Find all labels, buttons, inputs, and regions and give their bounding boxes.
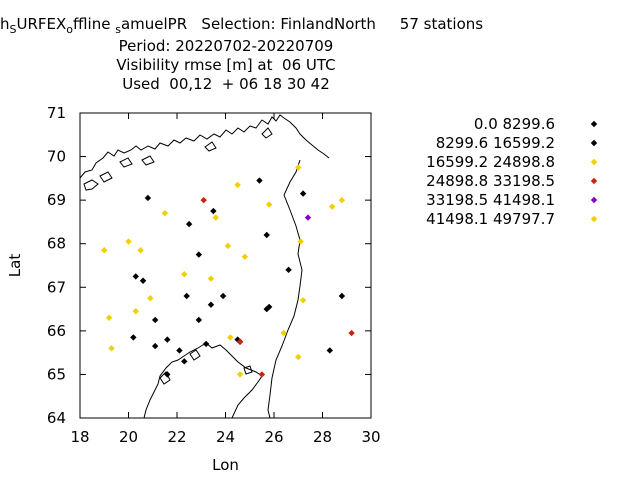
data-point	[295, 164, 302, 171]
data-point	[202, 340, 210, 348]
data-point	[326, 347, 333, 354]
data-point	[299, 297, 307, 304]
data-point	[299, 190, 307, 197]
legend-marker	[590, 139, 598, 147]
data-point	[101, 247, 108, 254]
y-tick-label: 65	[47, 365, 66, 383]
data-point	[176, 347, 183, 354]
data-point	[181, 358, 188, 365]
data-point	[108, 345, 115, 352]
y-tick-label: 68	[47, 235, 66, 253]
legend-label: 24898.8 33198.5	[426, 172, 555, 190]
x-tick-label: 30	[361, 428, 380, 446]
data-point	[338, 196, 346, 204]
legend-marker	[590, 120, 598, 128]
data-point	[236, 371, 244, 378]
legend-label: 0.0 8299.6	[474, 115, 555, 133]
data-point	[241, 253, 249, 260]
data-point	[285, 266, 292, 274]
y-tick-label: 70	[47, 148, 66, 166]
chart-title-line-2: Period: 20220702-20220709	[118, 37, 334, 55]
x-axis-label: Lon	[212, 456, 239, 474]
x-tick-label: 18	[70, 428, 89, 446]
x-tick-label: 28	[313, 428, 332, 446]
data-point	[280, 329, 287, 337]
legend-marker	[590, 158, 598, 166]
chart-title-line-3: Visibility rmse [m] at 06 UTC	[116, 56, 336, 74]
data-point	[234, 181, 241, 189]
data-point	[265, 201, 273, 208]
data-point	[263, 305, 270, 313]
data-point	[144, 194, 152, 202]
data-point	[212, 214, 219, 221]
data-point	[151, 316, 159, 324]
data-point	[183, 292, 190, 300]
data-point	[195, 316, 203, 324]
data-point	[132, 273, 139, 280]
x-tick-label: 22	[167, 428, 186, 446]
data-point	[295, 353, 302, 361]
plot-axes: 18 20 22 24 26 28 30 64 65 66 67 68 69 70 71 Lon Lat	[6, 104, 381, 474]
y-tick-label: 66	[47, 322, 66, 340]
data-point	[200, 196, 207, 204]
y-tick-label: 64	[47, 409, 66, 427]
data-point	[263, 231, 270, 239]
data-point	[164, 336, 171, 343]
data-point	[195, 251, 203, 258]
data-points	[101, 164, 355, 378]
legend-label: 41498.1 49797.7	[426, 210, 555, 228]
data-point	[132, 308, 139, 315]
data-point	[105, 314, 113, 321]
coastline-outline	[79, 114, 330, 419]
legend-marker	[590, 215, 598, 223]
data-point	[256, 177, 263, 184]
data-point	[258, 371, 266, 378]
data-point	[181, 271, 188, 278]
data-point	[227, 334, 234, 341]
data-point	[137, 247, 144, 254]
legend-label: 33198.5 41498.1	[426, 191, 555, 209]
data-point	[338, 292, 346, 300]
data-point	[210, 207, 217, 215]
y-tick-label: 67	[47, 278, 66, 296]
data-point	[297, 238, 304, 245]
y-axis-label: Lat	[6, 254, 24, 278]
legend-label: 16599.2 24898.8	[426, 153, 555, 171]
data-point	[348, 329, 355, 337]
data-point	[125, 238, 132, 245]
data-point	[304, 214, 312, 221]
data-point	[236, 338, 244, 345]
data-point	[185, 220, 193, 228]
x-tick-label: 26	[264, 428, 283, 446]
x-tick-label: 24	[216, 428, 235, 446]
data-point	[207, 275, 215, 282]
data-point	[224, 242, 232, 250]
data-point	[219, 292, 227, 300]
chart-title-line-4: Used 00,12 + 06 18 30 42	[122, 75, 330, 93]
legend-label: 8299.6 16599.2	[436, 134, 555, 152]
data-point	[161, 210, 169, 217]
chart-title-line-1: hSURFEXoffline samuelPR Selection: Finla…	[0, 15, 484, 36]
data-point	[151, 342, 159, 350]
data-point	[207, 301, 215, 308]
data-point	[329, 203, 336, 210]
x-tick-label: 20	[119, 428, 138, 446]
data-point	[130, 334, 137, 341]
y-tick-label: 71	[47, 104, 66, 122]
legend-marker	[590, 196, 598, 204]
legend-marker	[590, 177, 598, 185]
plot-frame	[79, 112, 372, 419]
y-tick-label: 69	[47, 191, 66, 209]
data-point	[164, 371, 171, 378]
data-point	[147, 294, 154, 302]
data-point	[139, 277, 147, 284]
